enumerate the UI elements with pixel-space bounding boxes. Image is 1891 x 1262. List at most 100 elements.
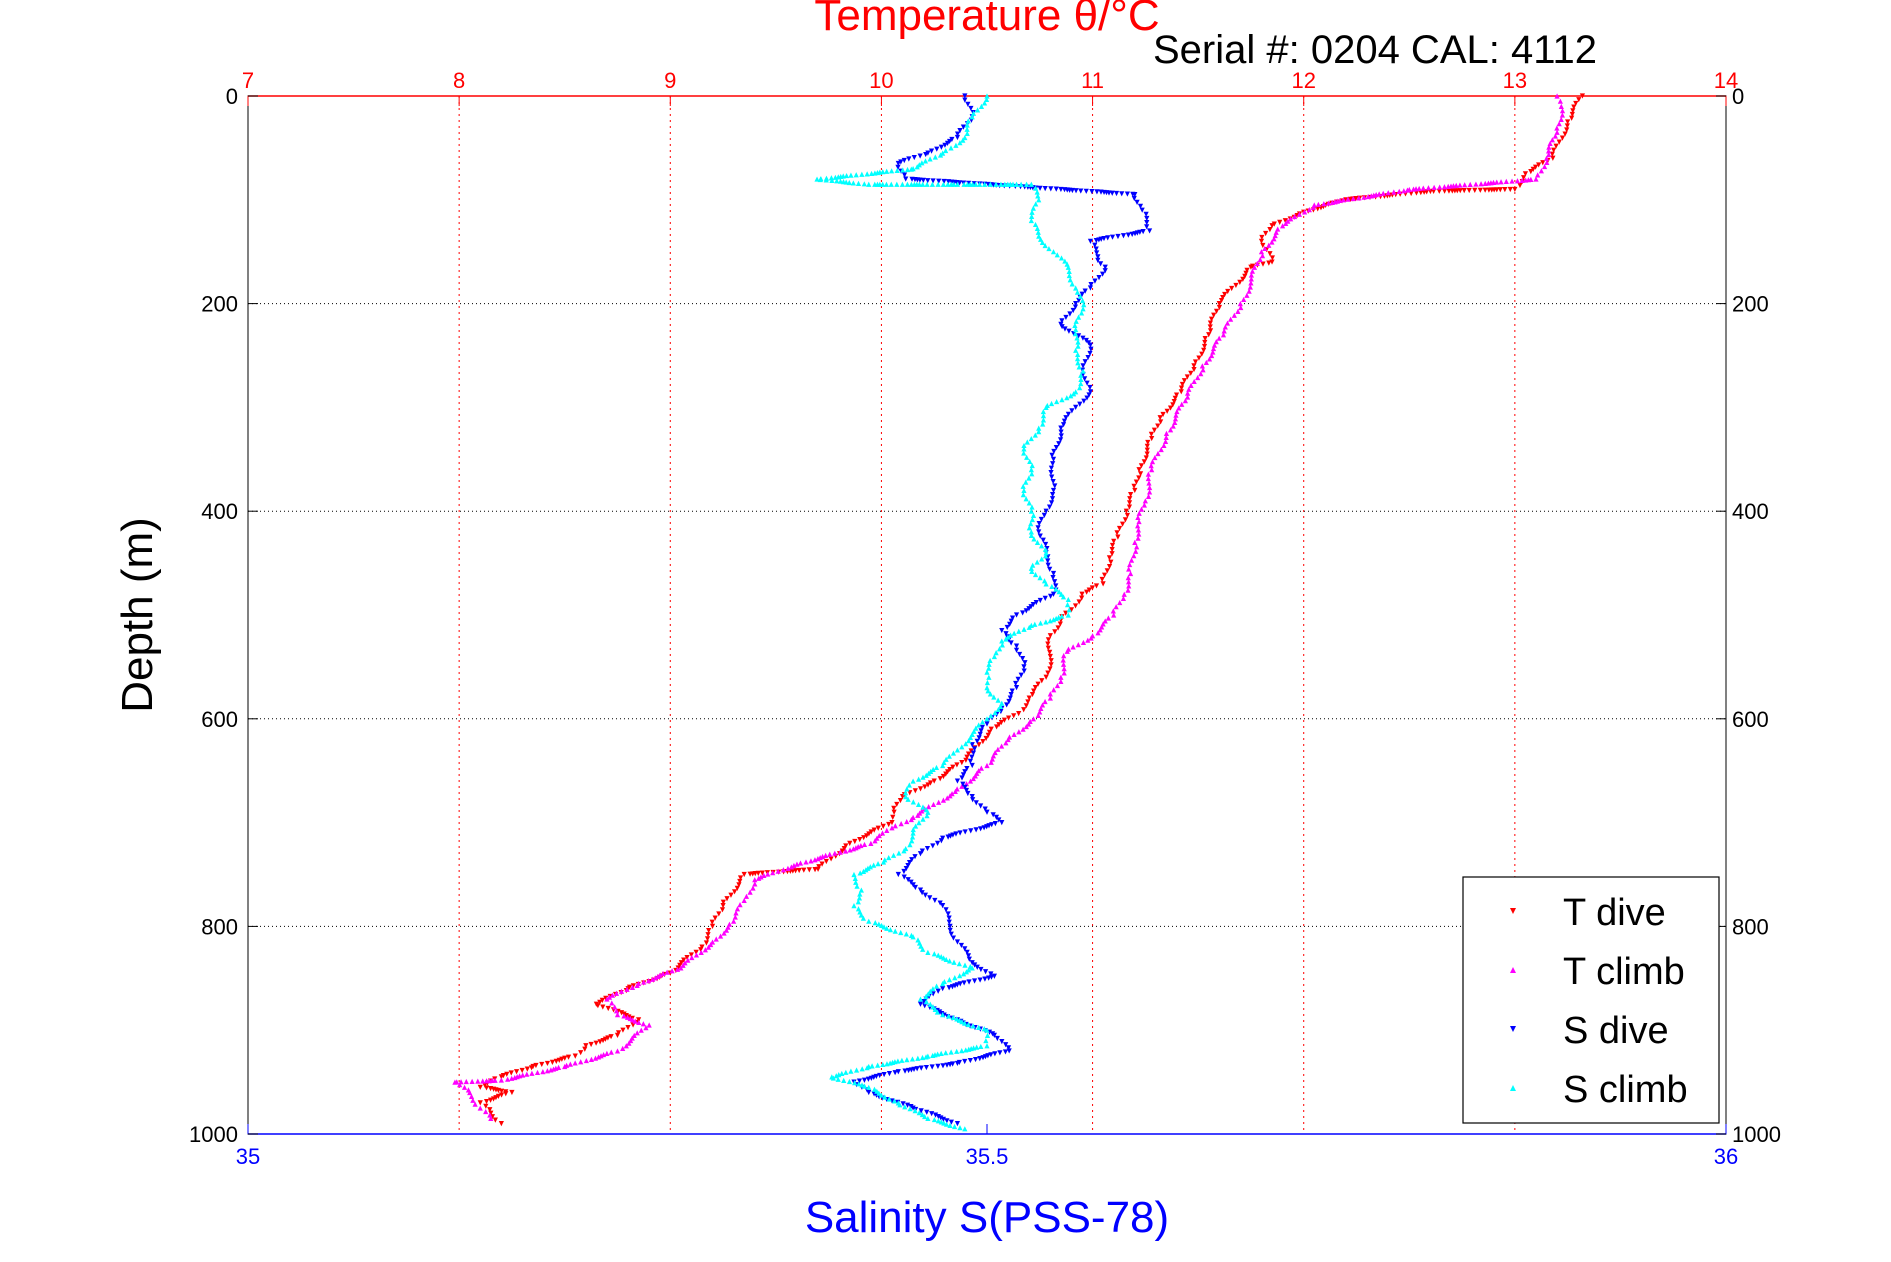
data-point [903,931,909,937]
data-point [1376,191,1382,197]
data-point [1262,245,1268,252]
data-point [987,657,993,664]
data-point [1109,542,1116,549]
data-point [1008,640,1014,646]
data-point [780,867,787,873]
data-point [984,669,990,675]
data-point [924,813,930,819]
data-point [965,118,971,124]
data-point [929,1111,935,1117]
data-point [902,790,909,796]
data-point [1272,232,1278,239]
data-point [1063,314,1069,321]
data-point [986,661,992,667]
data-point [905,863,911,869]
data-point [954,1048,960,1054]
data-point [469,1078,475,1084]
data-point [1271,221,1277,227]
data-point [1229,285,1235,292]
data-point [1088,346,1094,352]
data-point [1070,307,1076,314]
data-point [1361,194,1367,200]
data-point [1028,529,1034,535]
data-point [1003,631,1009,637]
data-point [713,936,719,942]
data-point [630,983,636,989]
data-point [1431,184,1437,191]
data-point [1018,672,1024,678]
data-point [966,979,972,985]
data-point [995,746,1001,752]
data-point [1509,178,1515,184]
data-point [920,816,926,822]
data-point [1036,529,1042,535]
data-point [907,842,913,848]
data-point [951,1123,958,1130]
data-point [621,1013,627,1019]
data-point [1068,393,1074,399]
data-point [1554,125,1560,131]
data-point [931,951,937,957]
data-point [643,1025,649,1031]
data-point [1021,626,1027,632]
data-point [1072,322,1078,328]
data-point [1078,376,1084,382]
data-point [1108,559,1114,565]
data-point [1263,230,1269,237]
data-point [986,665,992,671]
data-point [723,927,730,933]
data-point [1228,316,1234,322]
data-point [966,967,972,973]
data-point [1144,215,1150,222]
data-point [1037,709,1043,715]
data-point [1013,181,1020,187]
data-point [1131,483,1137,489]
data-point [1023,181,1030,187]
data-point [1039,702,1046,708]
top-tick-label: 11 [1081,68,1104,93]
data-point [901,874,907,880]
data-point [941,978,947,985]
data-point [929,1064,935,1070]
data-point [979,719,986,725]
data-point [1257,256,1263,263]
data-point [1144,220,1150,226]
data-point [1073,301,1079,307]
data-point [1082,359,1088,365]
data-point [1029,691,1036,698]
data-point [839,1070,845,1077]
data-point [734,906,741,912]
data-point [946,753,952,759]
data-point [1078,372,1084,378]
data-point [923,1064,929,1071]
data-point [940,986,946,992]
data-point [946,985,952,991]
data-point [969,762,975,769]
data-point [578,1059,584,1065]
data-point [1552,133,1558,139]
data-point [922,892,928,898]
data-point [1141,502,1147,508]
data-point [803,859,809,865]
left-tick-label: 400 [201,499,238,524]
data-point [1172,395,1178,401]
data-point [1266,260,1272,266]
data-point [1178,385,1185,391]
data-point [954,939,961,945]
data-point [999,638,1005,644]
data-point [884,827,890,833]
data-point [976,742,982,748]
data-point [1116,525,1123,532]
data-point [950,750,957,756]
data-point [1125,587,1131,593]
data-point [948,145,954,151]
data-point [1074,356,1081,362]
data-point [945,1013,952,1019]
data-point [1196,355,1202,361]
data-point [1125,575,1131,581]
data-point [1001,717,1008,723]
data-point [1113,604,1119,610]
data-point [1502,187,1508,193]
data-point [726,921,733,927]
data-point [1559,112,1565,118]
